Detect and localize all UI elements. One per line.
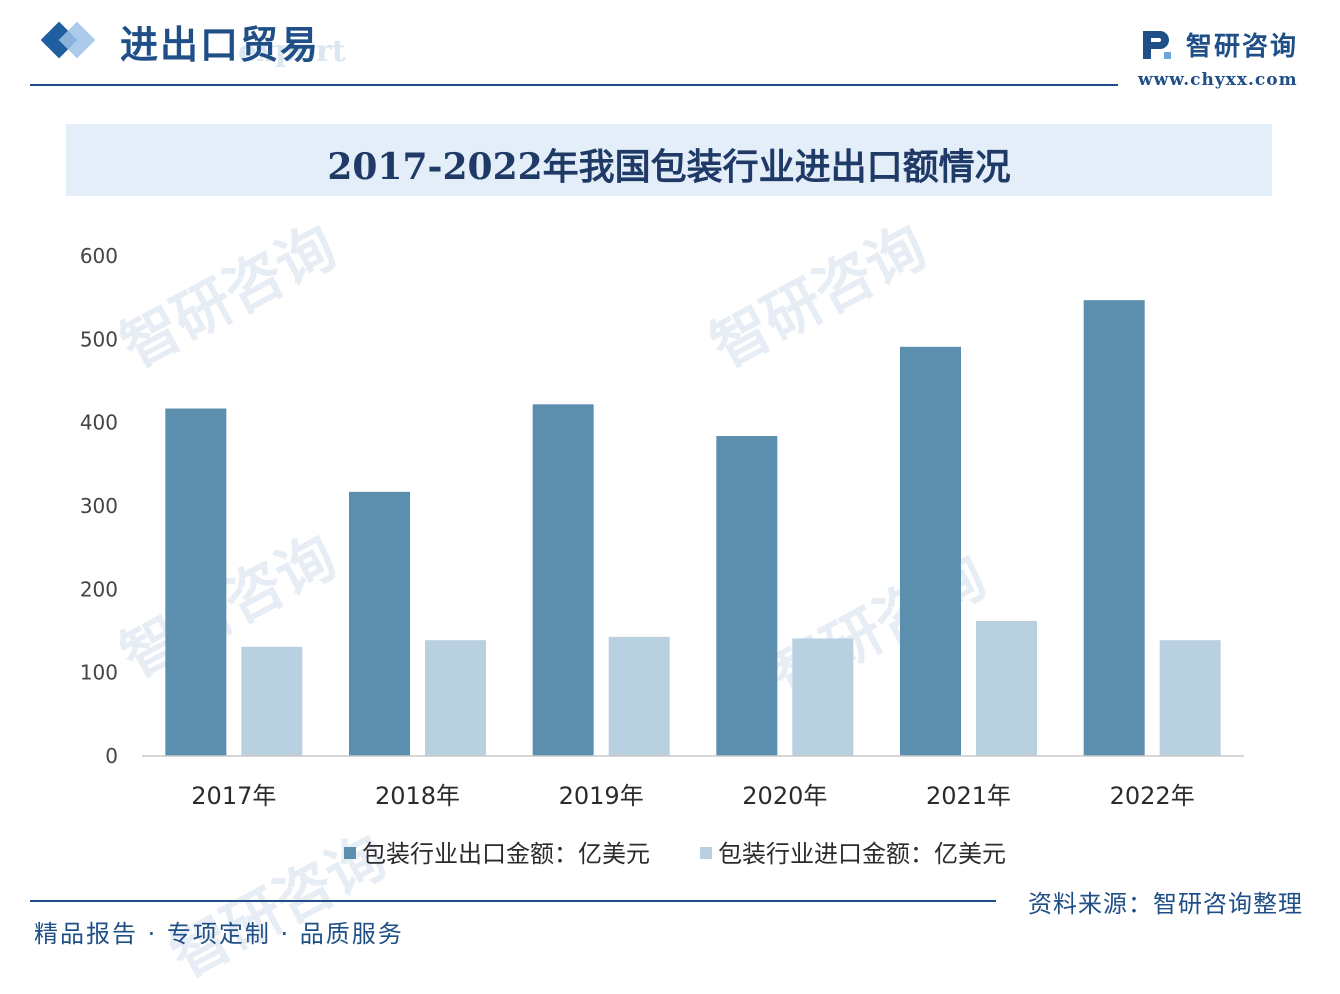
bar-import — [792, 638, 854, 756]
header-divider — [30, 84, 1118, 86]
bar-import — [241, 646, 303, 756]
bar-import — [608, 636, 670, 756]
legend-label-import: 包装行业进口金额：亿美元 — [718, 840, 1006, 868]
x-tick-label: 2020年 — [742, 782, 827, 810]
x-tick-label: 2017年 — [191, 782, 276, 810]
bar-import — [425, 640, 486, 756]
chart-legend: 包装行业出口金额：亿美元 包装行业进口金额：亿美元 — [0, 834, 1340, 870]
legend-label-export: 包装行业出口金额：亿美元 — [362, 840, 650, 868]
y-tick-label: 100 — [80, 661, 118, 685]
y-tick-label: 0 — [105, 744, 118, 768]
y-tick-label: 500 — [80, 327, 118, 351]
legend-swatch-export — [344, 847, 356, 859]
section-subtitle: export — [238, 34, 346, 69]
footer-divider — [30, 900, 996, 902]
legend-swatch-import — [700, 847, 712, 859]
chart-title: 2017-2022年我国包装行业进出口额情况 — [327, 146, 1011, 188]
x-tick-label: 2018年 — [375, 782, 460, 810]
bar-import — [976, 621, 1037, 756]
footer-tagline: 精品报告 · 专项定制 · 品质服务 — [34, 920, 404, 948]
header: export 进出口贸易 智研咨询 www.chyxx.com — [0, 0, 1340, 100]
bar-export — [532, 404, 594, 756]
brand-url: www.chyxx.com — [1138, 70, 1298, 90]
x-tick-label: 2022年 — [1110, 782, 1195, 810]
brand-logo-icon — [1143, 31, 1171, 59]
bar-export — [349, 491, 410, 756]
chart-title-band — [66, 124, 1272, 196]
bar-chart: 0 100 200 300 400 500 600 2017年 2018年 2019年 2020年 2… — [80, 244, 1244, 810]
bar-export — [1083, 300, 1145, 756]
bar-export — [716, 436, 778, 756]
source-note: 资料来源：智研咨询整理 — [1028, 890, 1303, 918]
bar-import — [1159, 640, 1221, 756]
bar-export — [165, 408, 227, 756]
y-tick-label: 400 — [80, 411, 118, 435]
x-tick-label: 2021年 — [926, 782, 1011, 810]
section-title: 进出口贸易 — [120, 22, 321, 67]
bar-export — [900, 346, 961, 756]
y-tick-label: 600 — [80, 244, 118, 268]
x-tick-label: 2019年 — [559, 782, 644, 810]
y-tick-label: 200 — [80, 577, 118, 601]
y-tick-label: 300 — [80, 494, 118, 518]
brand-name: 智研咨询 — [1186, 32, 1299, 62]
